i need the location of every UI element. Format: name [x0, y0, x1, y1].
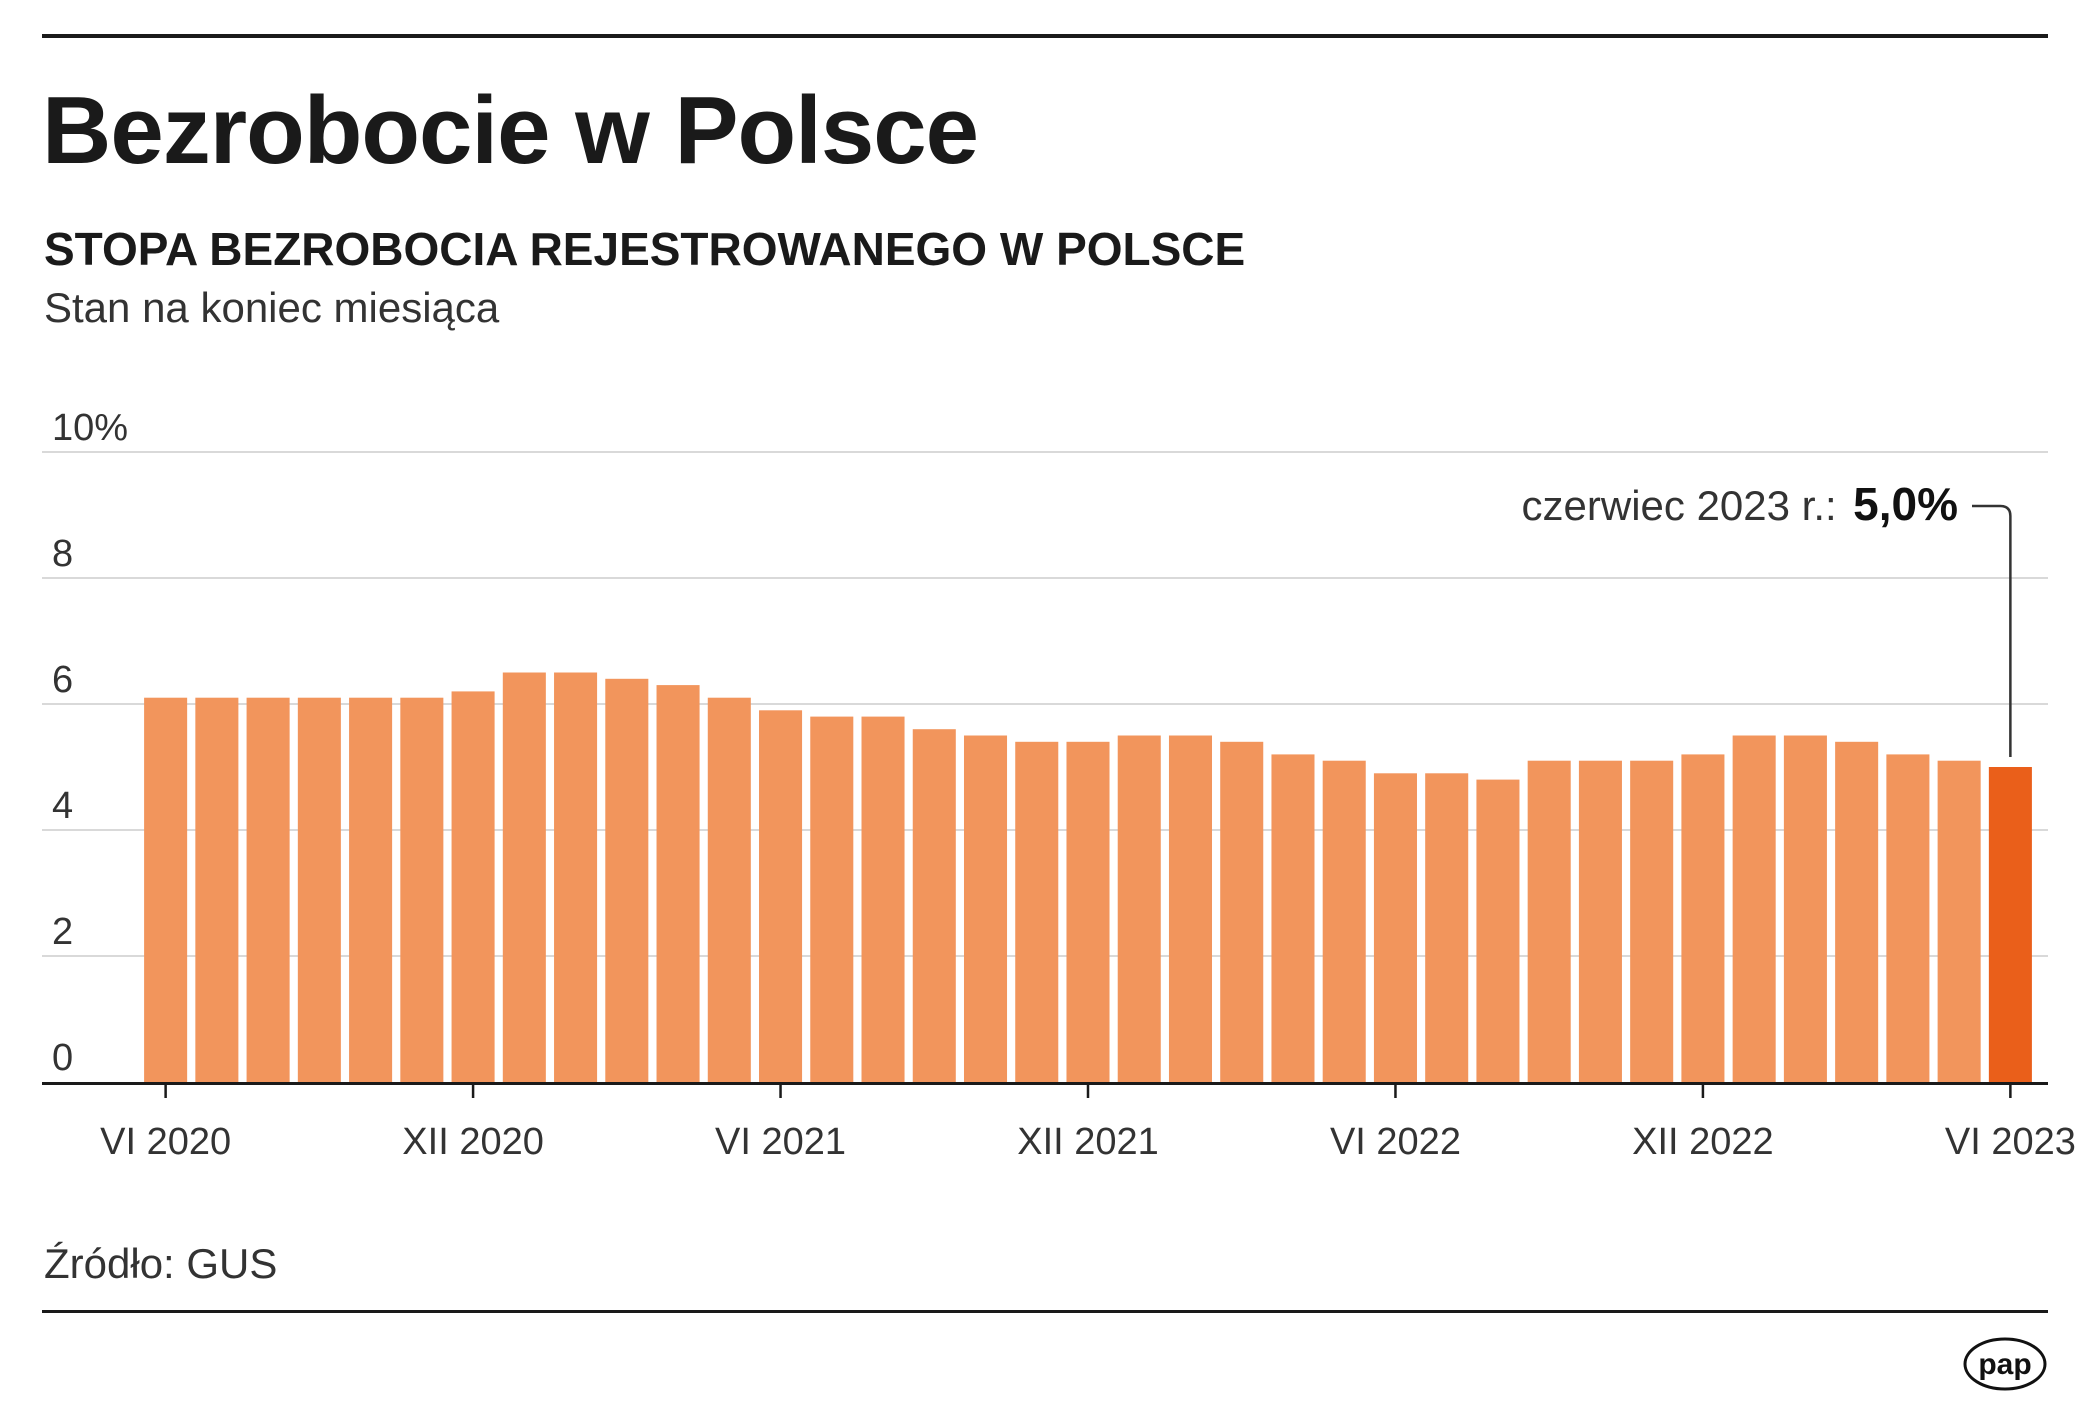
bar-iii-2021: [605, 678, 649, 1082]
bar-iv-2022: [1271, 754, 1315, 1082]
x-tick-label: XII 2021: [1017, 1121, 1159, 1163]
bar-ii-2021: [554, 672, 598, 1082]
top-rule: [42, 34, 2048, 38]
bar-xi-2021: [1015, 741, 1059, 1082]
bar-i-2022: [1117, 735, 1161, 1082]
bar-viii-2022: [1476, 779, 1520, 1082]
y-tick-label: 10%: [52, 407, 128, 449]
annotation-value: 5,0%: [1853, 478, 1958, 530]
x-tick-label: VI 2020: [100, 1121, 231, 1163]
bar-ix-2021: [912, 729, 956, 1082]
bar-vi-2021: [759, 710, 803, 1082]
page-title: Bezrobocie w Polsce: [42, 77, 979, 184]
bar-vi-2022: [1373, 773, 1417, 1082]
source-note: Źródło: GUS: [44, 1240, 278, 1287]
bar-ii-2022: [1168, 735, 1213, 1082]
annotation-label: czerwiec 2023 r.:: [1522, 482, 1837, 529]
svg-text:czerwiec 2023 r.: 5,0%: czerwiec 2023 r.: 5,0%: [1522, 478, 1958, 530]
chart-note: Stan na koniec miesiąca: [44, 284, 500, 331]
bar-vii-2022: [1425, 773, 1469, 1082]
chart-subtitle: STOPA BEZROBOCIA REJESTROWANEGO W POLSCE: [44, 223, 1246, 275]
bar-xii-2022: [1681, 754, 1725, 1082]
bar-ii-2023: [1783, 735, 1827, 1082]
y-tick-label: 8: [52, 533, 73, 575]
annotation-leader-line: [1972, 504, 2012, 757]
bar-viii-2020: [246, 697, 290, 1082]
bar-v-2023: [1937, 760, 1981, 1082]
bar-iv-2023: [1886, 754, 1930, 1082]
y-tick-label: 4: [52, 785, 73, 827]
y-tick-label: 6: [52, 659, 73, 701]
pap-logo-text: pap: [1978, 1348, 2031, 1381]
y-tick-label: 2: [52, 911, 73, 953]
pap-logo: pap: [1963, 1337, 2047, 1391]
bar-ix-2022: [1527, 760, 1571, 1082]
bar-xii-2021: [1066, 741, 1110, 1082]
bar-i-2021: [502, 672, 546, 1082]
bar-v-2022: [1322, 760, 1366, 1082]
x-tick-label: VI 2021: [715, 1121, 846, 1163]
bottom-rule: [42, 1310, 2048, 1313]
bar-ix-2020: [297, 697, 341, 1082]
bar-xii-2020: [451, 691, 495, 1082]
y-axis-labels: 0 2 4 6 8 10%: [52, 407, 128, 1079]
x-axis: [42, 1082, 2048, 1098]
x-tick-label: XII 2020: [402, 1121, 544, 1163]
bar-vii-2021: [810, 716, 854, 1082]
bar-iii-2023: [1835, 741, 1879, 1082]
x-tick-label: VI 2023: [1945, 1121, 2076, 1163]
bars: [144, 672, 2032, 1082]
annotation: czerwiec 2023 r.: 5,0%: [1522, 478, 2012, 757]
y-tick-label: 0: [52, 1037, 73, 1079]
x-axis-labels: VI 2020 XII 2020 VI 2021 XII 2021 VI 2022 XII…: [100, 1121, 2076, 1163]
bar-vi-2023: [1988, 767, 2032, 1082]
bar-vii-2020: [195, 697, 239, 1082]
bar-xi-2022: [1630, 760, 1674, 1082]
bar-x-2020: [349, 697, 393, 1082]
bar-iii-2022: [1220, 741, 1264, 1082]
bar-x-2022: [1578, 760, 1622, 1082]
bar-xi-2020: [400, 697, 444, 1082]
bar-x-2021: [963, 735, 1008, 1082]
x-tick-label: VI 2022: [1330, 1121, 1461, 1163]
bar-v-2021: [707, 697, 751, 1082]
bar-iv-2021: [656, 685, 700, 1082]
x-tick-label: XII 2022: [1632, 1121, 1774, 1163]
bar-viii-2021: [861, 716, 905, 1082]
bar-vi-2020: [144, 697, 188, 1082]
bar-i-2023: [1732, 735, 1776, 1082]
